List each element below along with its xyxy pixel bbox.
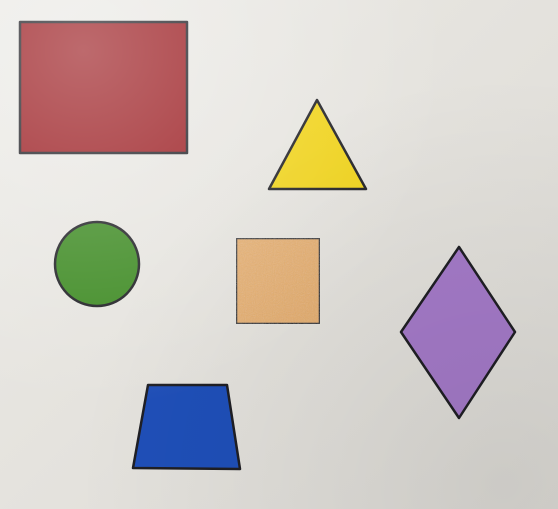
green-circle [53,220,141,308]
yellow-triangle [267,98,368,191]
orange-square [234,236,322,326]
purple-rhombus [399,245,517,420]
red-rectangle [18,20,189,155]
blue-trapezoid [131,383,242,471]
